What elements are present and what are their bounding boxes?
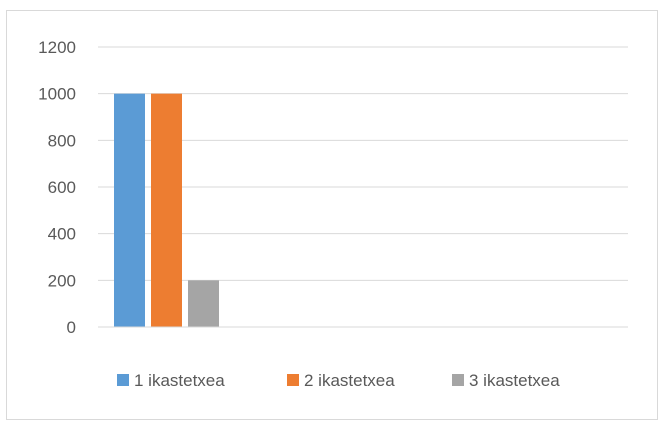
bar-1-ikastetxea: [114, 93, 145, 328]
y-tick-label: 0: [67, 318, 76, 337]
y-tick-label: 200: [48, 271, 76, 290]
y-tick-label: 1200: [38, 38, 76, 57]
y-tick-label: 400: [48, 225, 76, 244]
legend: 1 ikastetxea 2 ikastetxea 3 ikastetxea: [117, 371, 560, 390]
y-tick-label: 1000: [38, 85, 76, 104]
legend-label: 2 ikastetxea: [304, 371, 395, 390]
bar-3-ikastetxea: [188, 280, 219, 327]
legend-swatch: [287, 374, 299, 386]
y-axis-ticks: 0 200 400 600 800 1000 1200: [38, 38, 76, 337]
legend-swatch: [452, 374, 464, 386]
gridlines: [98, 46, 628, 281]
bar-2-ikastetxea: [151, 93, 182, 328]
bars: [114, 93, 219, 328]
legend-label: 1 ikastetxea: [134, 371, 225, 390]
y-tick-label: 600: [48, 178, 76, 197]
y-tick-label: 800: [48, 131, 76, 150]
legend-label: 3 ikastetxea: [469, 371, 560, 390]
legend-swatch: [117, 374, 129, 386]
